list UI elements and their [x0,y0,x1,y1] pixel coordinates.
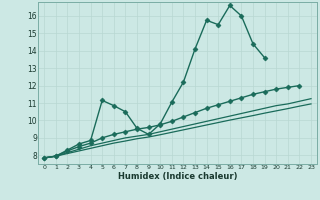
X-axis label: Humidex (Indice chaleur): Humidex (Indice chaleur) [118,172,237,181]
